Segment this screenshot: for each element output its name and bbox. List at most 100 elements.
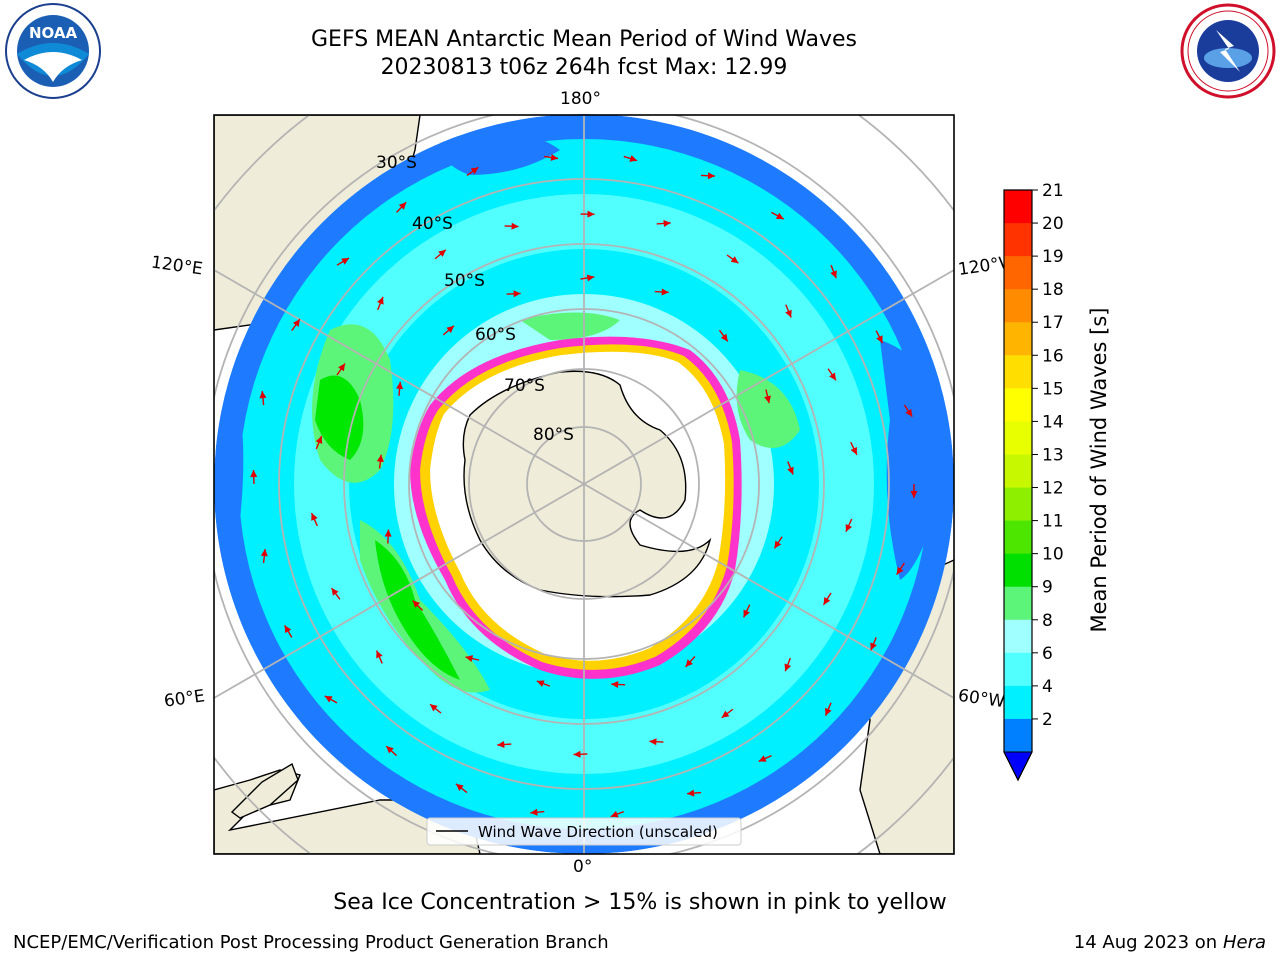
wave-arrow-head [250, 470, 258, 478]
lat-label-60s: 60°S [475, 325, 516, 345]
map-legend: Wind Wave Direction (unscaled) [426, 817, 742, 846]
noaa-logo: NOAA [2, 2, 104, 100]
lat-label-70s: 70°S [504, 376, 545, 396]
nws-logo [1178, 2, 1278, 100]
wave-arrow-head [587, 210, 595, 218]
wave-arrow-head [730, 256, 739, 264]
svg-text:NOAA: NOAA [29, 24, 78, 42]
wave-arrow-head [470, 167, 479, 175]
colorbar-tick-label: 19 [1042, 247, 1064, 267]
wave-arrow-head [586, 274, 595, 282]
wave-arrow-head [687, 789, 695, 797]
colorbar-tick-label: 20 [1042, 214, 1064, 234]
sea-ice-note: Sea Ice Concentration > 15% is shown in … [333, 890, 947, 915]
wave-arrow-head [721, 710, 730, 718]
lat-label-40s: 40°S [412, 214, 453, 234]
wave-arrow-head [896, 566, 904, 575]
credit-text: NCEP/EMC/Verification Post Processing Pr… [13, 932, 609, 953]
wave-arrow-head [259, 391, 267, 399]
colorbar-swatch [1004, 289, 1032, 323]
wave-arrow-head [850, 446, 857, 455]
colorbar-ticks: 21 20 19 18 17 16 15 14 13 12 11 10 9 8 6 4 2 [1032, 181, 1064, 730]
wave-arrow-head [331, 588, 339, 596]
colorbar-tick-label: 18 [1042, 280, 1064, 300]
wave-arrow-head [661, 288, 669, 296]
colorbar-tick-label: 10 [1042, 545, 1064, 565]
map-frame [213, 114, 955, 855]
wave-arrow-head [787, 466, 794, 475]
lon-label-180: 180° [560, 89, 601, 109]
wave-arrow-head [377, 296, 384, 305]
colorbar-tick-label: 11 [1042, 512, 1064, 532]
wave-arrow-head [829, 372, 836, 381]
colorbar-swatch [1004, 586, 1032, 621]
wave-arrow-head [649, 738, 657, 746]
colorbar-tick-label: 2 [1042, 710, 1053, 730]
colorbar-swatch [1004, 322, 1032, 356]
date-text: 14 Aug 2023 on Hera [1074, 932, 1266, 953]
wave-arrow-head [611, 680, 619, 688]
wave-arrow-head [311, 513, 318, 521]
wave-arrow-head [663, 219, 671, 227]
lat-label-30s: 30°S [376, 153, 417, 173]
date-value: 14 Aug 2023 on [1073, 932, 1218, 953]
colorbar-swatch [1004, 223, 1032, 257]
wave-arrow-head [743, 609, 750, 618]
colorbar-swatch [1004, 355, 1032, 389]
colorbar-tick-label: 8 [1042, 611, 1053, 631]
wave-arrow-head [823, 597, 831, 605]
madagascar-land [230, 762, 299, 819]
wave-arrow-head [905, 408, 913, 417]
wave-arrow-head [376, 454, 384, 463]
wave-arrow-head [764, 395, 771, 404]
wave-arrow-head [511, 222, 519, 230]
wave-arrow-head [446, 325, 454, 334]
wave-arrow-head [774, 540, 782, 549]
wave-arrow-head [845, 523, 853, 532]
wave-arrow-head [338, 363, 346, 372]
wave-arrow-head [536, 680, 545, 687]
wave-arrow-head [324, 696, 333, 703]
wave-arrow-head [758, 755, 767, 762]
colorbar-tick-label: 6 [1042, 644, 1053, 664]
wave-arrow-head [376, 650, 383, 659]
colorbar-swatches [1003, 189, 1033, 782]
legend-label: Wind Wave Direction (unscaled) [478, 823, 718, 841]
colorbar-label: Mean Period of Wind Waves [s] [1087, 308, 1111, 633]
wave-arrow-head [910, 491, 918, 498]
lat-label-50s: 50°S [444, 271, 485, 291]
wave-arrow-head [465, 655, 474, 662]
wave-arrow-head [292, 319, 300, 327]
colorbar-swatch [1004, 718, 1032, 753]
wave-arrow-head [784, 663, 792, 672]
colorbar-swatch [1004, 619, 1032, 654]
wave-arrow-head [720, 333, 728, 342]
wave-arrow-head [707, 172, 716, 180]
colorbar-swatch [1004, 685, 1032, 720]
colorbar-swatch [1004, 520, 1032, 555]
colorbar-tick-label: 12 [1042, 479, 1064, 499]
wave-arrow-head [785, 309, 792, 318]
colorbar-tick-label: 21 [1042, 181, 1064, 201]
wave-arrow-head [398, 202, 407, 210]
colorbar-swatch [1004, 256, 1032, 290]
colorbar-swatch [1004, 553, 1032, 588]
colorbar-swatch [1004, 421, 1032, 455]
wave-arrow-head [429, 704, 438, 712]
wave-arrow-head [396, 381, 404, 390]
wave-arrow-head [284, 625, 292, 634]
wave-arrow-head [438, 249, 446, 257]
wave-arrow-head [573, 750, 581, 758]
antarctica [410, 336, 742, 679]
colorbar-tick-label: 17 [1042, 313, 1064, 333]
colorbar-swatch [1004, 454, 1032, 489]
wave-arrow-head [876, 335, 883, 344]
wave-arrow-head [386, 746, 394, 754]
wave-arrow-head [315, 436, 323, 444]
lon-label-0: 0° [573, 857, 593, 877]
wave-arrow-head [530, 808, 538, 816]
colorbar-swatch [1004, 487, 1032, 522]
colorbar: 21 20 19 18 17 16 15 14 13 12 11 10 9 8 6 4 2 Mean Perio… [1003, 181, 1111, 782]
colorbar-swatch [1004, 388, 1032, 422]
